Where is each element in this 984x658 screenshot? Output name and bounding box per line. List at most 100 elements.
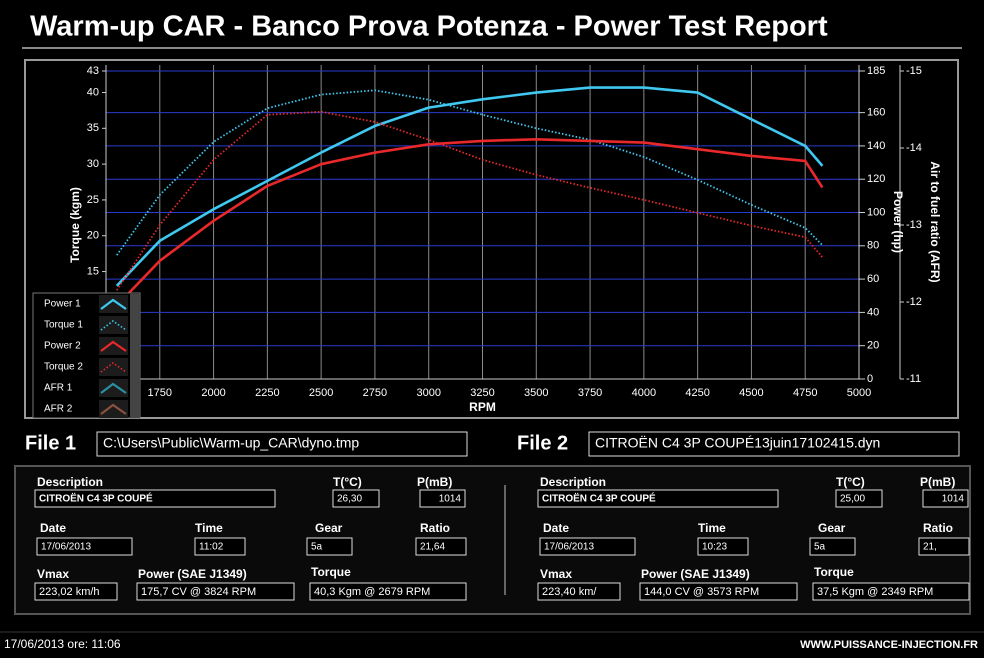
y-tick-label: 35: [87, 122, 99, 134]
field-value: 223,40 km/: [542, 586, 597, 598]
y2-tick-label: 40: [867, 306, 879, 318]
legend-label: Torque 2: [44, 362, 83, 373]
file-label: File 1: [25, 432, 76, 454]
y2-tick-label: 0: [867, 373, 873, 385]
field-value: 37,5 Kgm @ 2349 RPM: [817, 586, 933, 598]
field-label: Torque: [814, 565, 854, 579]
x-tick-label: 3750: [578, 387, 602, 399]
field-box: [415, 537, 467, 556]
legend-label: AFR 2: [44, 404, 73, 415]
field-box: [136, 582, 295, 601]
field-value: 5a: [311, 542, 323, 553]
field-box: [306, 537, 353, 556]
legend-swatch-bg: [99, 379, 128, 397]
field-label: Power (SAE J1349): [641, 567, 750, 581]
field-label: Date: [40, 521, 66, 535]
x-tick-label: 4750: [793, 387, 817, 399]
field-label: Ratio: [923, 521, 953, 535]
x-tick-label: 2250: [255, 387, 279, 399]
legend-swatch: [100, 362, 127, 373]
legend-label: Torque 1: [44, 320, 83, 331]
y2-tick-label: 80: [867, 240, 879, 252]
field-label: Power (SAE J1349): [138, 567, 247, 581]
legend-swatch-bg: [99, 295, 128, 313]
y3-tick-label: -13: [906, 219, 922, 231]
legend-scroll: [130, 294, 140, 418]
legend-label: AFR 1: [44, 383, 73, 394]
y-tick-label: 43: [87, 65, 99, 77]
file-label: File 2: [517, 432, 568, 454]
field-box: [922, 489, 969, 508]
field-box: [537, 582, 621, 601]
legend-swatch-bg: [99, 358, 128, 376]
field-value: CITROËN C4 3P COUPÉ: [542, 492, 656, 505]
field-label: Gear: [315, 521, 343, 535]
field-label: P(mB): [417, 475, 452, 489]
field-box: [194, 537, 246, 556]
field-value: 11:02: [199, 542, 224, 553]
legend-label: Power 2: [44, 341, 81, 352]
field-label: Ratio: [420, 521, 450, 535]
legend-swatch-bg: [99, 337, 128, 355]
field-value: 21,: [923, 542, 937, 553]
y2-tick-label: 100: [867, 206, 885, 218]
field-box: [419, 489, 466, 508]
field-value: 10:23: [702, 542, 727, 553]
y2-tick-label: 185: [867, 65, 885, 77]
y3-axis-label: Air to fuel ratio (AFR): [928, 161, 942, 282]
field-value: 1014: [439, 494, 462, 505]
y2-tick-label: 20: [867, 340, 879, 352]
field-label: Time: [195, 521, 223, 535]
field-value: 25,00: [840, 494, 865, 505]
legend-box: [32, 292, 141, 419]
y3-tick-label: -15: [906, 65, 922, 77]
field-box: [697, 537, 749, 556]
y-tick-label: 40: [87, 86, 99, 98]
legend-swatch: [100, 320, 127, 331]
field-value: 1014: [942, 494, 965, 505]
y2-tick-label: 120: [867, 173, 885, 185]
x-tick-label: 4000: [632, 387, 656, 399]
x-axis-label: RPM: [469, 400, 496, 414]
y2-axis-label: Power (hp): [891, 191, 905, 253]
field-value: 144,0 CV @ 3573 RPM: [644, 586, 759, 598]
x-tick-label: 2500: [309, 387, 333, 399]
field-box: [812, 582, 970, 601]
chart-frame: [24, 59, 959, 419]
series-line: [116, 89, 824, 256]
x-tick-label: 3000: [416, 387, 440, 399]
field-value: 17/06/2013: [544, 542, 594, 553]
series-line: [115, 138, 824, 307]
legend-swatch: [100, 403, 127, 415]
field-label: Time: [698, 521, 726, 535]
legend-swatch-bg: [99, 316, 128, 334]
y-tick-label: 20: [87, 230, 99, 242]
field-label: Gear: [818, 521, 846, 535]
field-box: [918, 537, 970, 556]
field-box: [309, 582, 467, 601]
x-tick-label: 5000: [847, 387, 871, 399]
series-line: [115, 86, 824, 287]
field-label: Date: [543, 521, 569, 535]
y3-tick-label: -14: [906, 142, 922, 154]
x-tick-label: 3250: [470, 387, 494, 399]
footer-timestamp: 17/06/2013 ore: 11:06: [4, 637, 121, 651]
legend-label: Power 1: [44, 299, 81, 310]
x-tick-label: 3500: [524, 387, 548, 399]
x-tick-label: 1750: [148, 387, 172, 399]
file-path-box: [588, 431, 960, 457]
field-label: T(°C): [836, 475, 865, 489]
x-tick-label: 2000: [201, 387, 225, 399]
field-label: Vmax: [37, 567, 69, 581]
y-tick-label: 15: [87, 265, 99, 277]
y2-tick-label: 140: [867, 140, 885, 152]
y2-tick-label: 60: [867, 273, 879, 285]
series-line: [116, 110, 824, 291]
field-box: [835, 489, 883, 508]
title: Warm-up CAR - Banco Prova Potenza - Powe…: [30, 11, 828, 43]
field-box: [537, 489, 779, 508]
x-tick-label: 2750: [363, 387, 387, 399]
x-tick-label: 4250: [685, 387, 709, 399]
